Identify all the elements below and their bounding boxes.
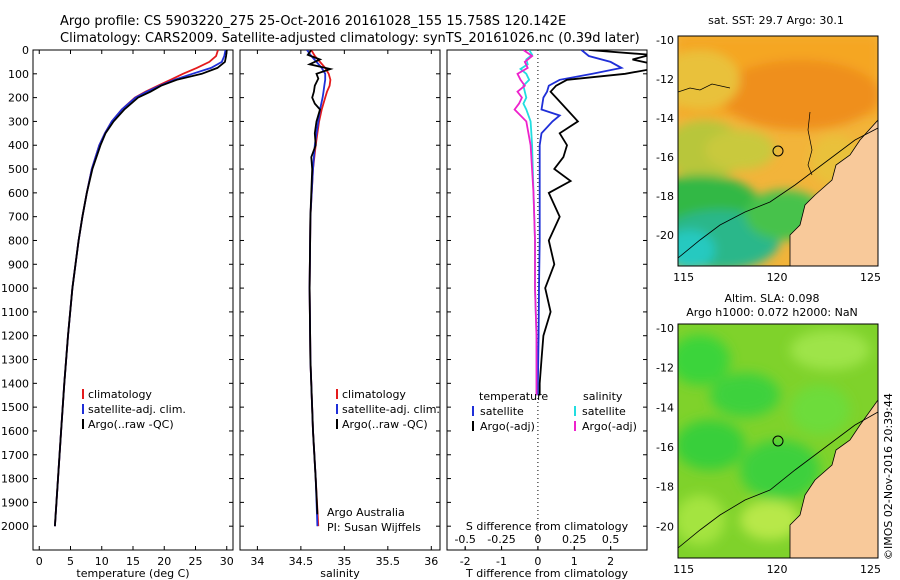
legend-label: satellite: [582, 405, 626, 418]
map-lat-label: -14: [656, 112, 674, 125]
x-tick-label: 34.5: [289, 555, 314, 568]
depth-tick-label: 900: [8, 258, 29, 271]
depth-tick-label: 2000: [1, 520, 29, 533]
sla-map-title1: Altim. SLA: 0.098: [724, 292, 819, 305]
depth-tick-label: 200: [8, 92, 29, 105]
x-tick-label: 36: [424, 555, 438, 568]
legend-label: climatology: [342, 388, 406, 401]
legend-label: satellite: [480, 405, 524, 418]
pi-label: PI: Susan Wijffels: [327, 521, 421, 534]
x-axis-label: T difference from climatology: [465, 567, 628, 580]
salinity-diff-tick-label: 0: [534, 533, 541, 546]
legend-label: Argo(-adj): [480, 420, 535, 433]
map-lat-label: -10: [656, 34, 674, 47]
depth-tick-label: 1200: [1, 330, 29, 343]
depth-tick-label: 800: [8, 234, 29, 247]
depth-tick-label: 1800: [1, 473, 29, 486]
depth-tick-label: 400: [8, 139, 29, 152]
map-lat-label: -12: [656, 73, 674, 86]
legend-label: Argo(..raw -QC): [88, 418, 174, 431]
series-line: [513, 50, 538, 396]
figure-title-line2: Climatology: CARS2009. Satellite-adjuste…: [60, 31, 640, 46]
salinity-diff-tick-label: -0.25: [487, 533, 515, 546]
x-tick-label: 1: [571, 555, 578, 568]
series-line: [54, 50, 228, 527]
map-lat-label: -20: [656, 229, 674, 242]
temperature-panel: [32, 49, 234, 551]
sst-map-title: sat. SST: 29.7 Argo: 30.1: [708, 14, 844, 27]
salinity-panel: [239, 49, 441, 551]
depth-tick-label: 1000: [1, 282, 29, 295]
x-tick-label: -1: [496, 555, 507, 568]
map-lon-label: 125: [860, 271, 881, 284]
depth-tick-label: 1500: [1, 401, 29, 414]
salinity-diff-tick-label: 0.5: [602, 533, 620, 546]
map-lat-label: -10: [656, 322, 674, 335]
series-line: [306, 50, 334, 515]
x-tick-label: 34: [250, 555, 264, 568]
depth-tick-label: 700: [8, 211, 29, 224]
map-lon-label: 120: [767, 271, 788, 284]
x-tick-label: 25: [189, 555, 203, 568]
map-lon-label: 120: [767, 563, 788, 576]
imos-credit: ©IMOS 02-Nov-2016 20:39:44: [882, 393, 895, 560]
x-tick-label: 2: [607, 555, 614, 568]
legend-label: satellite-adj. clim.: [342, 403, 440, 416]
top-x-axis-label: S difference from climatology: [466, 520, 629, 533]
map-lat-label: -12: [656, 362, 674, 375]
legend-label: Argo(-adj): [582, 420, 637, 433]
sla-map: [678, 324, 878, 558]
map-lat-label: -16: [656, 151, 674, 164]
depth-tick-label: 0: [22, 44, 29, 57]
legend-label: Argo(..raw -QC): [342, 418, 428, 431]
map-lon-label: 115: [673, 563, 694, 576]
x-tick-label: 15: [126, 555, 140, 568]
salinity-diff-tick-label: 0.25: [562, 533, 587, 546]
x-tick-label: 0: [534, 555, 541, 568]
sst-map: [678, 36, 878, 266]
map-lat-label: -16: [656, 441, 674, 454]
depth-tick-label: 1100: [1, 306, 29, 319]
depth-tick-label: 100: [8, 68, 29, 81]
depth-tick-label: 1600: [1, 425, 29, 438]
map-lat-label: -18: [656, 190, 674, 203]
x-tick-label: 10: [95, 555, 109, 568]
argo-australia-label: Argo Australia: [327, 506, 405, 519]
x-tick-label: 35.5: [376, 555, 401, 568]
map-lon-label: 115: [673, 271, 694, 284]
depth-tick-label: 1900: [1, 496, 29, 509]
sla-map-title2: Argo h1000: 0.072 h2000: NaN: [686, 306, 858, 319]
map-lat-label: -18: [656, 481, 674, 494]
legend-title-temperature: temperature: [479, 390, 548, 403]
salinity-diff-tick-label: -0.5: [454, 533, 475, 546]
legend-label: satellite-adj. clim.: [88, 403, 186, 416]
depth-tick-label: 600: [8, 187, 29, 200]
legend-title-salinity: salinity: [583, 390, 623, 403]
x-tick-label: 30: [220, 555, 234, 568]
x-tick-label: 5: [67, 555, 74, 568]
sst-argo-marker: [772, 145, 784, 157]
x-axis-label: salinity: [320, 567, 360, 580]
x-axis-label: temperature (deg C): [76, 567, 189, 580]
x-tick-label: 20: [157, 555, 171, 568]
series-line: [537, 50, 625, 396]
sla-argo-marker: [772, 435, 784, 447]
depth-tick-label: 1700: [1, 449, 29, 462]
depth-tick-label: 500: [8, 163, 29, 176]
series-layer: climatology satellite-adj. clim. Argo(..ra…: [54, 50, 647, 527]
x-tick-label: 35: [337, 555, 351, 568]
map-lat-label: -14: [656, 401, 674, 414]
legend-label: climatology: [88, 388, 152, 401]
figure-title-line1: Argo profile: CS 5903220_275 25-Oct-2016…: [60, 14, 566, 29]
depth-tick-label: 300: [8, 115, 29, 128]
map-lat-label: -20: [656, 520, 674, 533]
depth-tick-label: 1400: [1, 377, 29, 390]
x-tick-label: -2: [460, 555, 471, 568]
series-line: [538, 50, 647, 396]
x-tick-label: 0: [36, 555, 43, 568]
map-lon-label: 125: [860, 563, 881, 576]
depth-tick-label: 1300: [1, 354, 29, 367]
